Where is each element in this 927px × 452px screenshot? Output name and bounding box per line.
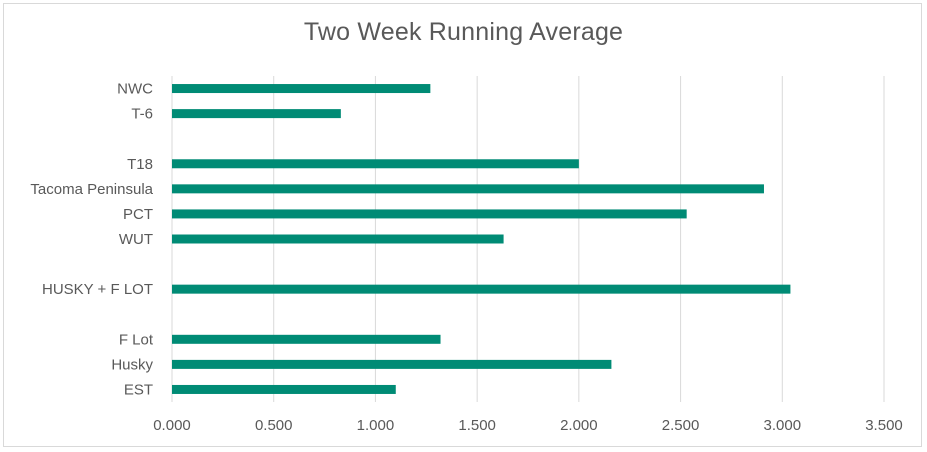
- bar: [172, 284, 791, 294]
- category-label: Tacoma Peninsula: [30, 181, 153, 198]
- chart-title: Two Week Running Average: [303, 18, 624, 46]
- bar: [172, 109, 341, 119]
- x-tick-label: 3.500: [865, 417, 903, 434]
- category-label: HUSKY + F LOT: [42, 281, 153, 298]
- x-tick-label: 2.500: [662, 417, 700, 434]
- category-label: F Lot: [119, 331, 154, 348]
- x-tick-label: 1.500: [458, 417, 496, 434]
- bar: [172, 234, 504, 244]
- bar: [172, 334, 441, 344]
- x-tick-label: 2.000: [560, 417, 598, 434]
- chart-area: [3, 3, 922, 447]
- category-label: PCT: [123, 206, 153, 223]
- bar: [172, 384, 396, 394]
- category-label: Husky: [111, 356, 153, 373]
- bar: [172, 184, 764, 194]
- bar: [172, 159, 579, 169]
- category-label: EST: [124, 381, 153, 398]
- bar: [172, 209, 687, 219]
- category-label: WUT: [119, 231, 153, 248]
- category-label: T-6: [131, 106, 153, 123]
- x-tick-label: 3.000: [764, 417, 802, 434]
- x-axis-ticks: 0.000 0.500 1.000 1.500 2.000 2.500 3.000 3.500: [153, 417, 903, 434]
- bar: [172, 359, 612, 369]
- x-tick-label: 1.000: [357, 417, 395, 434]
- bars: [172, 84, 791, 394]
- category-label: T18: [127, 156, 153, 173]
- category-labels: NWC T-6 T18 Tacoma Peninsula PCT WUT HUSKY + F…: [30, 81, 153, 399]
- x-tick-label: 0.000: [153, 417, 191, 434]
- category-label: NWC: [117, 81, 153, 98]
- bar: [172, 84, 431, 94]
- x-tick-label: 0.500: [255, 417, 293, 434]
